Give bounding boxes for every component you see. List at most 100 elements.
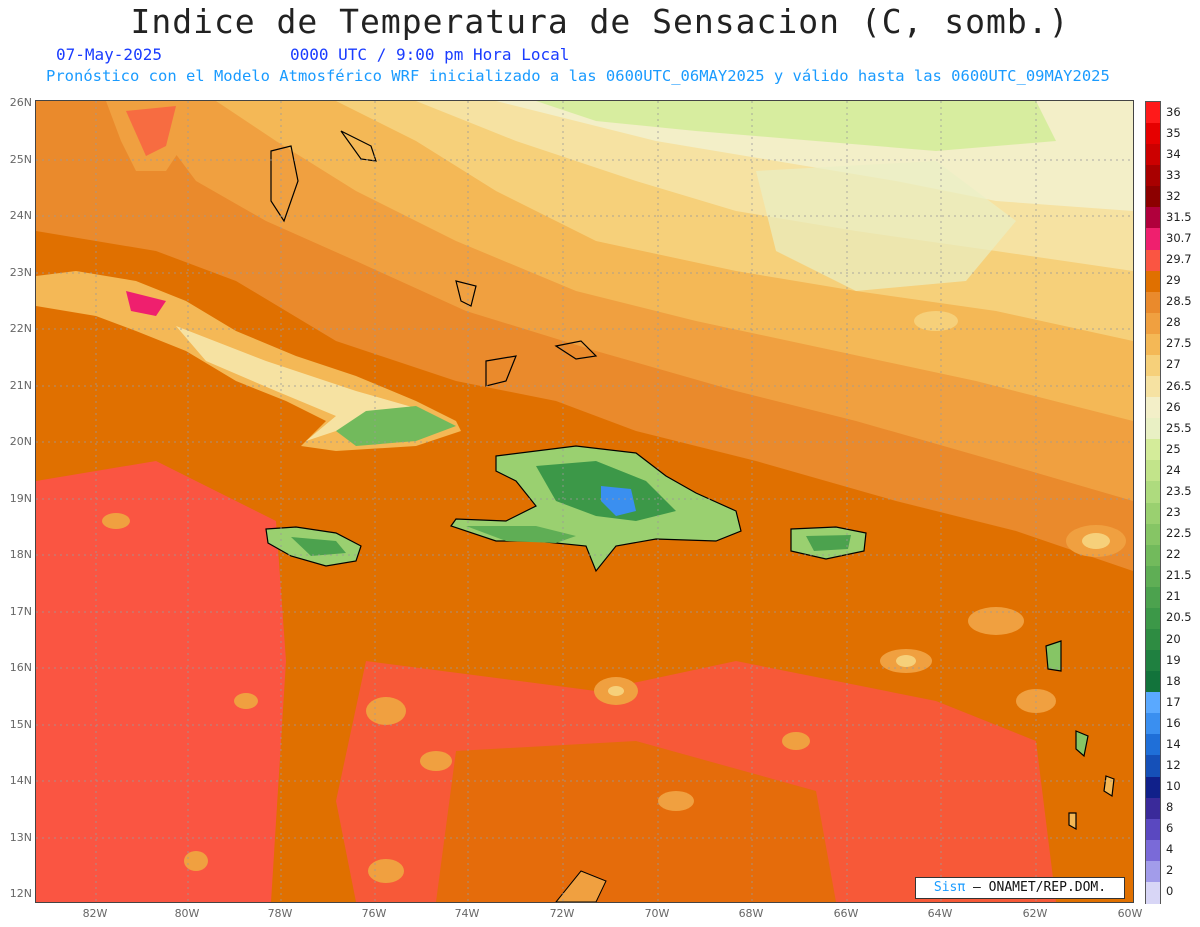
lat-label: 15N [9, 718, 32, 731]
colorbar-swatch [1146, 376, 1160, 398]
colorbar-swatch [1146, 312, 1160, 335]
colorbar-label: 27.5 [1166, 336, 1192, 351]
colorbar-swatch [1146, 249, 1160, 272]
field-north-25 [536, 101, 1056, 151]
colorbar-swatch [1146, 586, 1160, 609]
colorbar-swatch [1146, 102, 1160, 124]
colorbar-label: 21.5 [1166, 568, 1192, 583]
colorbar-label: 16 [1166, 715, 1181, 730]
colorbar-label: 34 [1166, 146, 1181, 161]
colorbar [1145, 101, 1161, 904]
colorbar-swatch [1146, 523, 1160, 546]
colorbar-swatch [1146, 502, 1160, 525]
colorbar-swatch [1146, 734, 1160, 757]
colorbar-label: 31.5 [1166, 209, 1192, 224]
colorbar-label: 19 [1166, 652, 1181, 667]
lon-label: 72W [549, 907, 575, 920]
colorbar-swatch [1146, 144, 1160, 166]
lat-label: 13N [9, 831, 32, 844]
colorbar-swatch [1146, 460, 1160, 482]
lat-label: 12N [9, 887, 32, 900]
lon-label: 76W [361, 907, 387, 920]
lat-label: 19N [9, 492, 32, 505]
lat-label: 26N [9, 96, 32, 109]
lon-label: 68W [738, 907, 764, 920]
colorbar-swatch [1146, 881, 1160, 904]
colorbar-swatch [1146, 481, 1160, 504]
colorbar-label: 23.5 [1166, 483, 1192, 498]
colorbar-swatch [1146, 818, 1160, 841]
map-title: Indice de Temperatura de Sensacion (C, s… [130, 2, 1070, 41]
map-canvas [36, 101, 1133, 902]
colorbar-swatch [1146, 607, 1160, 630]
lat-label: 25N [9, 153, 32, 166]
colorbar-label: 29 [1166, 273, 1181, 288]
colorbar-label: 18 [1166, 673, 1181, 688]
colorbar-label: 17 [1166, 694, 1181, 709]
colorbar-label: 32 [1166, 188, 1181, 203]
colorbar-swatch [1146, 776, 1160, 799]
colorbar-swatch [1146, 186, 1160, 208]
colorbar-label: 35 [1166, 125, 1181, 140]
colorbar-swatch [1146, 207, 1160, 230]
lon-label: 64W [927, 907, 953, 920]
colorbar-swatch [1146, 354, 1160, 377]
colorbar-swatch [1146, 650, 1160, 672]
lat-label: 14N [9, 774, 32, 787]
colorbar-label: 27 [1166, 357, 1181, 372]
colorbar-swatch [1146, 713, 1160, 735]
colorbar-label: 26 [1166, 399, 1181, 414]
model-info: Pronóstico con el Modelo Atmosférico WRF… [46, 67, 1110, 85]
colorbar-label: 2 [1166, 863, 1174, 878]
colorbar-label: 6 [1166, 821, 1174, 836]
colorbar-swatch [1146, 228, 1160, 251]
forecast-time: 0000 UTC / 9:00 pm Hora Local [290, 45, 570, 64]
lon-label: 80W [174, 907, 200, 920]
colorbar-label: 23 [1166, 505, 1181, 520]
colorbar-swatch [1146, 797, 1160, 820]
colorbar-swatch [1146, 860, 1160, 883]
temperature-map [35, 100, 1134, 903]
lat-label: 24N [9, 209, 32, 222]
lon-label: 70W [644, 907, 670, 920]
colorbar-label: 21 [1166, 589, 1181, 604]
lat-label: 23N [9, 266, 32, 279]
lon-label: 78W [267, 907, 293, 920]
colorbar-swatch [1146, 165, 1160, 187]
lon-label: 74W [454, 907, 480, 920]
map-grid [36, 101, 1133, 902]
colorbar-label: 24 [1166, 462, 1181, 477]
lat-label: 18N [9, 548, 32, 561]
colorbar-swatch [1146, 333, 1160, 356]
colorbar-label: 14 [1166, 736, 1181, 751]
colorbar-swatch [1146, 628, 1160, 651]
colorbar-label: 22 [1166, 547, 1181, 562]
colorbar-label: 30.7 [1166, 231, 1192, 245]
colorbar-label: 29.7 [1166, 252, 1192, 267]
forecast-date: 07-May-2025 [56, 45, 162, 64]
field-sw-hot [36, 461, 286, 902]
colorbar-label: 8 [1166, 800, 1174, 815]
lat-label: 21N [9, 379, 32, 392]
colorbar-label: 20 [1166, 631, 1181, 646]
colorbar-label: 25 [1166, 441, 1181, 456]
colorbar-swatch [1146, 397, 1160, 419]
lat-label: 16N [9, 661, 32, 674]
lat-label: 20N [9, 435, 32, 448]
colorbar-label: 22.5 [1166, 526, 1192, 541]
colorbar-swatch [1146, 439, 1160, 461]
colorbar-label: 0 [1166, 884, 1174, 899]
colorbar-swatch [1146, 671, 1160, 693]
colorbar-swatch [1146, 544, 1160, 567]
colorbar-swatch [1146, 291, 1160, 314]
colorbar-label: 10 [1166, 779, 1181, 794]
sispi-logo: Sisπ [933, 880, 966, 895]
colorbar-label: 36 [1166, 104, 1181, 119]
lon-label: 60W [1117, 907, 1143, 920]
colorbar-swatch [1146, 123, 1160, 145]
colorbar-label: 25.5 [1166, 420, 1192, 435]
colorbar-swatch [1146, 755, 1160, 778]
credit-text: – ONAMET/REP.DOM. [965, 880, 1107, 895]
colorbar-swatch [1146, 839, 1160, 862]
colorbar-swatch [1146, 692, 1160, 714]
